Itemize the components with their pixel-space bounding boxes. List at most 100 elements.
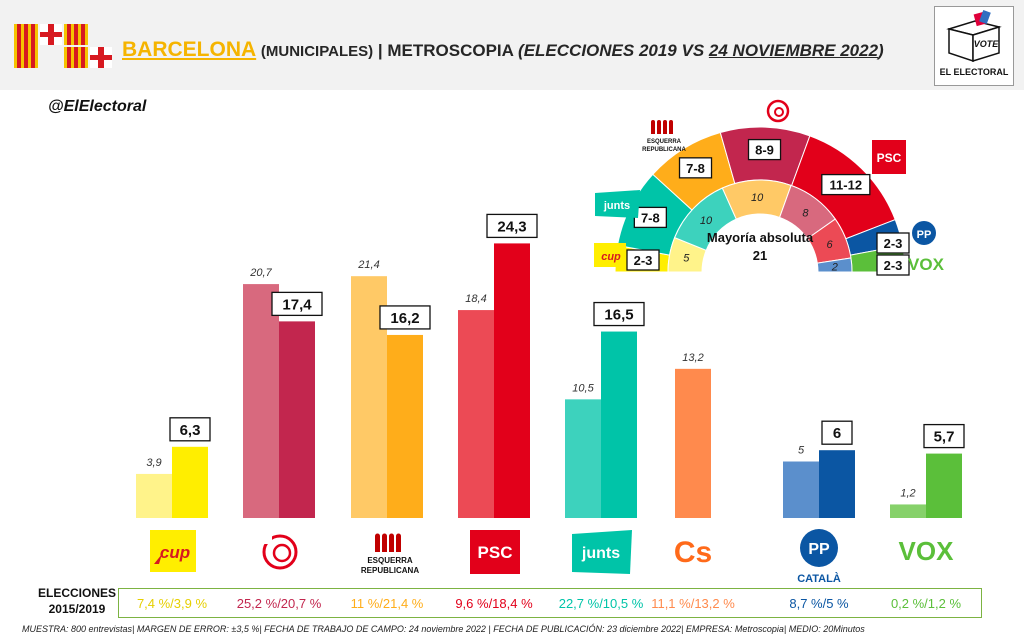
svg-text:ESQUERRA: ESQUERRA [647,139,682,145]
hemicycle-inner-pp [816,257,853,273]
previous-elections-title: ELECCIONES 2015/2019 [37,586,116,616]
title-separator: | [377,41,383,60]
previous-value-bcomu: 25,2 %/20,7 % [236,596,322,611]
hemicycle-seat-label-vox: 2-3 [876,254,910,276]
svg-text:VOX: VOX [908,255,945,274]
title-election-type: (MUNICIPALES) [260,43,374,60]
data-label-box [923,423,965,449]
bar-bcomu-prev [243,284,279,518]
title-open-paren: ( [518,41,524,60]
hemicycle-logo-junts-icon: junts [595,190,640,218]
previous-value-cup: 7,4 %/3,9 % [136,596,208,611]
hemicycle-logo-erc-icon: ESQUERRA REPUBLICANA [642,120,686,153]
bar-junts-prev [565,399,601,518]
svg-text:REPUBLICANA: REPUBLICANA [642,147,686,153]
hemicycle-inner-label-psc: 6 [827,239,834,251]
bars-layer: 3,9 6,3 20,7 17,4 21,4 16,2 18,4 24,3 10,5 16,5 13… [136,213,965,518]
data-label-erc-prev: 21,4 [357,259,379,271]
footnote: MUESTRA: 800 entrevistas| MARGEN DE ERRO… [22,624,865,634]
data-label-text: 17,4 [282,296,312,313]
svg-text:junts: junts [603,200,630,212]
svg-text:7-8: 7-8 [686,161,705,176]
data-label-box [593,301,645,327]
hemicycle-seat-label-cup: 2-3 [626,249,660,271]
data-label-junts-prev: 10,5 [572,382,594,394]
title-comparison: (ELECCIONES 2019 VS 24 NOVIEMBRE 2022) [518,41,884,60]
hemicycle-inner-label-erc: 10 [751,192,764,204]
data-label-erc-poll: 16,2 [379,305,431,330]
twitter-handle: @ElElectoral [48,98,147,115]
hemicycle-logo-psc-icon: PSC [872,140,906,174]
svg-text:PP: PP [917,229,932,241]
hemicycle-logo-cup-icon: cup [594,243,626,267]
logo-pp-icon: PP CATALÀ [797,529,841,585]
bar-pp-prev [783,461,819,518]
svg-text:junts: junts [581,545,620,562]
data-label-bcomu-poll: 17,4 [271,291,323,317]
data-label-text: 16,2 [390,310,419,327]
title-date: 24 NOVIEMBRE 2022 [708,41,879,60]
previous-value-psc: 9,6 %/18,4 % [455,596,533,611]
data-label-bcomu-prev: 20,7 [249,267,272,279]
svg-text:VOX: VOX [899,536,955,566]
bar-pp-poll [819,450,855,518]
hemicycle-inner-label-cup: 5 [683,253,690,265]
hemicycle-seat-label-bcomu: 8-9 [747,138,782,161]
logo-cs-icon: Cs [674,536,712,569]
logo-bcomu-icon [262,534,298,570]
previous-value-cs: 11,1 %/13,2 % [651,596,735,611]
data-label-text: 24,3 [497,218,526,235]
logo-cup-icon: cup [150,530,196,572]
svg-text:11-12: 11-12 [830,178,863,193]
data-label-box [271,291,323,317]
bar-vox-poll [926,453,962,518]
svg-text:8-9: 8-9 [755,143,774,158]
svg-text:Cs: Cs [674,536,712,569]
data-label-box [821,420,853,445]
barcelona-flag-icon [14,24,112,68]
title-close-paren: ) [878,41,884,60]
data-label-cup-poll: 6,3 [169,417,211,442]
svg-text:PSC: PSC [877,151,902,165]
svg-text:PSC: PSC [478,543,513,562]
svg-text:cup: cup [601,251,621,263]
previous-value-erc: 11 %/21,4 % [350,596,424,611]
bar-cs-prev [675,368,711,518]
data-label-box [379,305,431,330]
data-label-cs-prev: 13,2 [682,352,703,364]
svg-text:2-3: 2-3 [884,258,903,273]
data-label-pp-poll: 6 [821,420,853,445]
hemicycle-inner-label-pp: 2 [831,261,838,273]
data-label-psc-prev: 18,4 [465,293,486,305]
logo-junts-icon: junts [572,530,632,574]
data-label-box [169,417,211,442]
hemicycle-seat-label-erc: 7-8 [678,157,713,179]
svg-text:7-8: 7-8 [641,210,660,225]
svg-text:2-3: 2-3 [634,253,653,268]
data-label-pp-prev: 5 [798,445,805,457]
hemicycle-seat-label-junts: 7-8 [633,206,667,229]
svg-text:2-3: 2-3 [884,236,903,251]
logo-vox-icon: VOX [899,536,955,566]
svg-text:PP: PP [808,541,830,558]
svg-text:cup: cup [160,543,190,562]
bar-psc-poll [494,243,530,518]
previous-value-junts: 22,7 %/10,5 % [558,596,644,611]
data-label-vox-prev: 1,2 [900,487,915,499]
previous-value-vox: 0,2 %/1,2 % [890,596,962,611]
bar-bcomu-poll [279,321,315,518]
data-label-text: 16,5 [604,307,633,324]
data-label-cup-prev: 3,9 [146,457,161,469]
logo-text: EL ELECTORAL [939,67,1009,77]
bar-erc-poll [387,334,423,518]
majority-label: Mayoría absoluta [707,230,814,245]
hemicycle-inner-label-junts: 10 [700,215,713,227]
hemicycle-logo-bcomu-icon [766,99,790,123]
data-label-box [486,213,538,239]
bar-psc-prev [458,310,494,518]
hemicycle-seat-label-pp: 2-3 [876,232,910,254]
page-title: BARCELONA (MUNICIPALES) | METROSCOPIA (E… [122,38,884,62]
logo-psc-icon: PSC [470,530,520,574]
data-label-text: 6 [833,425,841,442]
data-label-psc-poll: 24,3 [486,213,538,239]
